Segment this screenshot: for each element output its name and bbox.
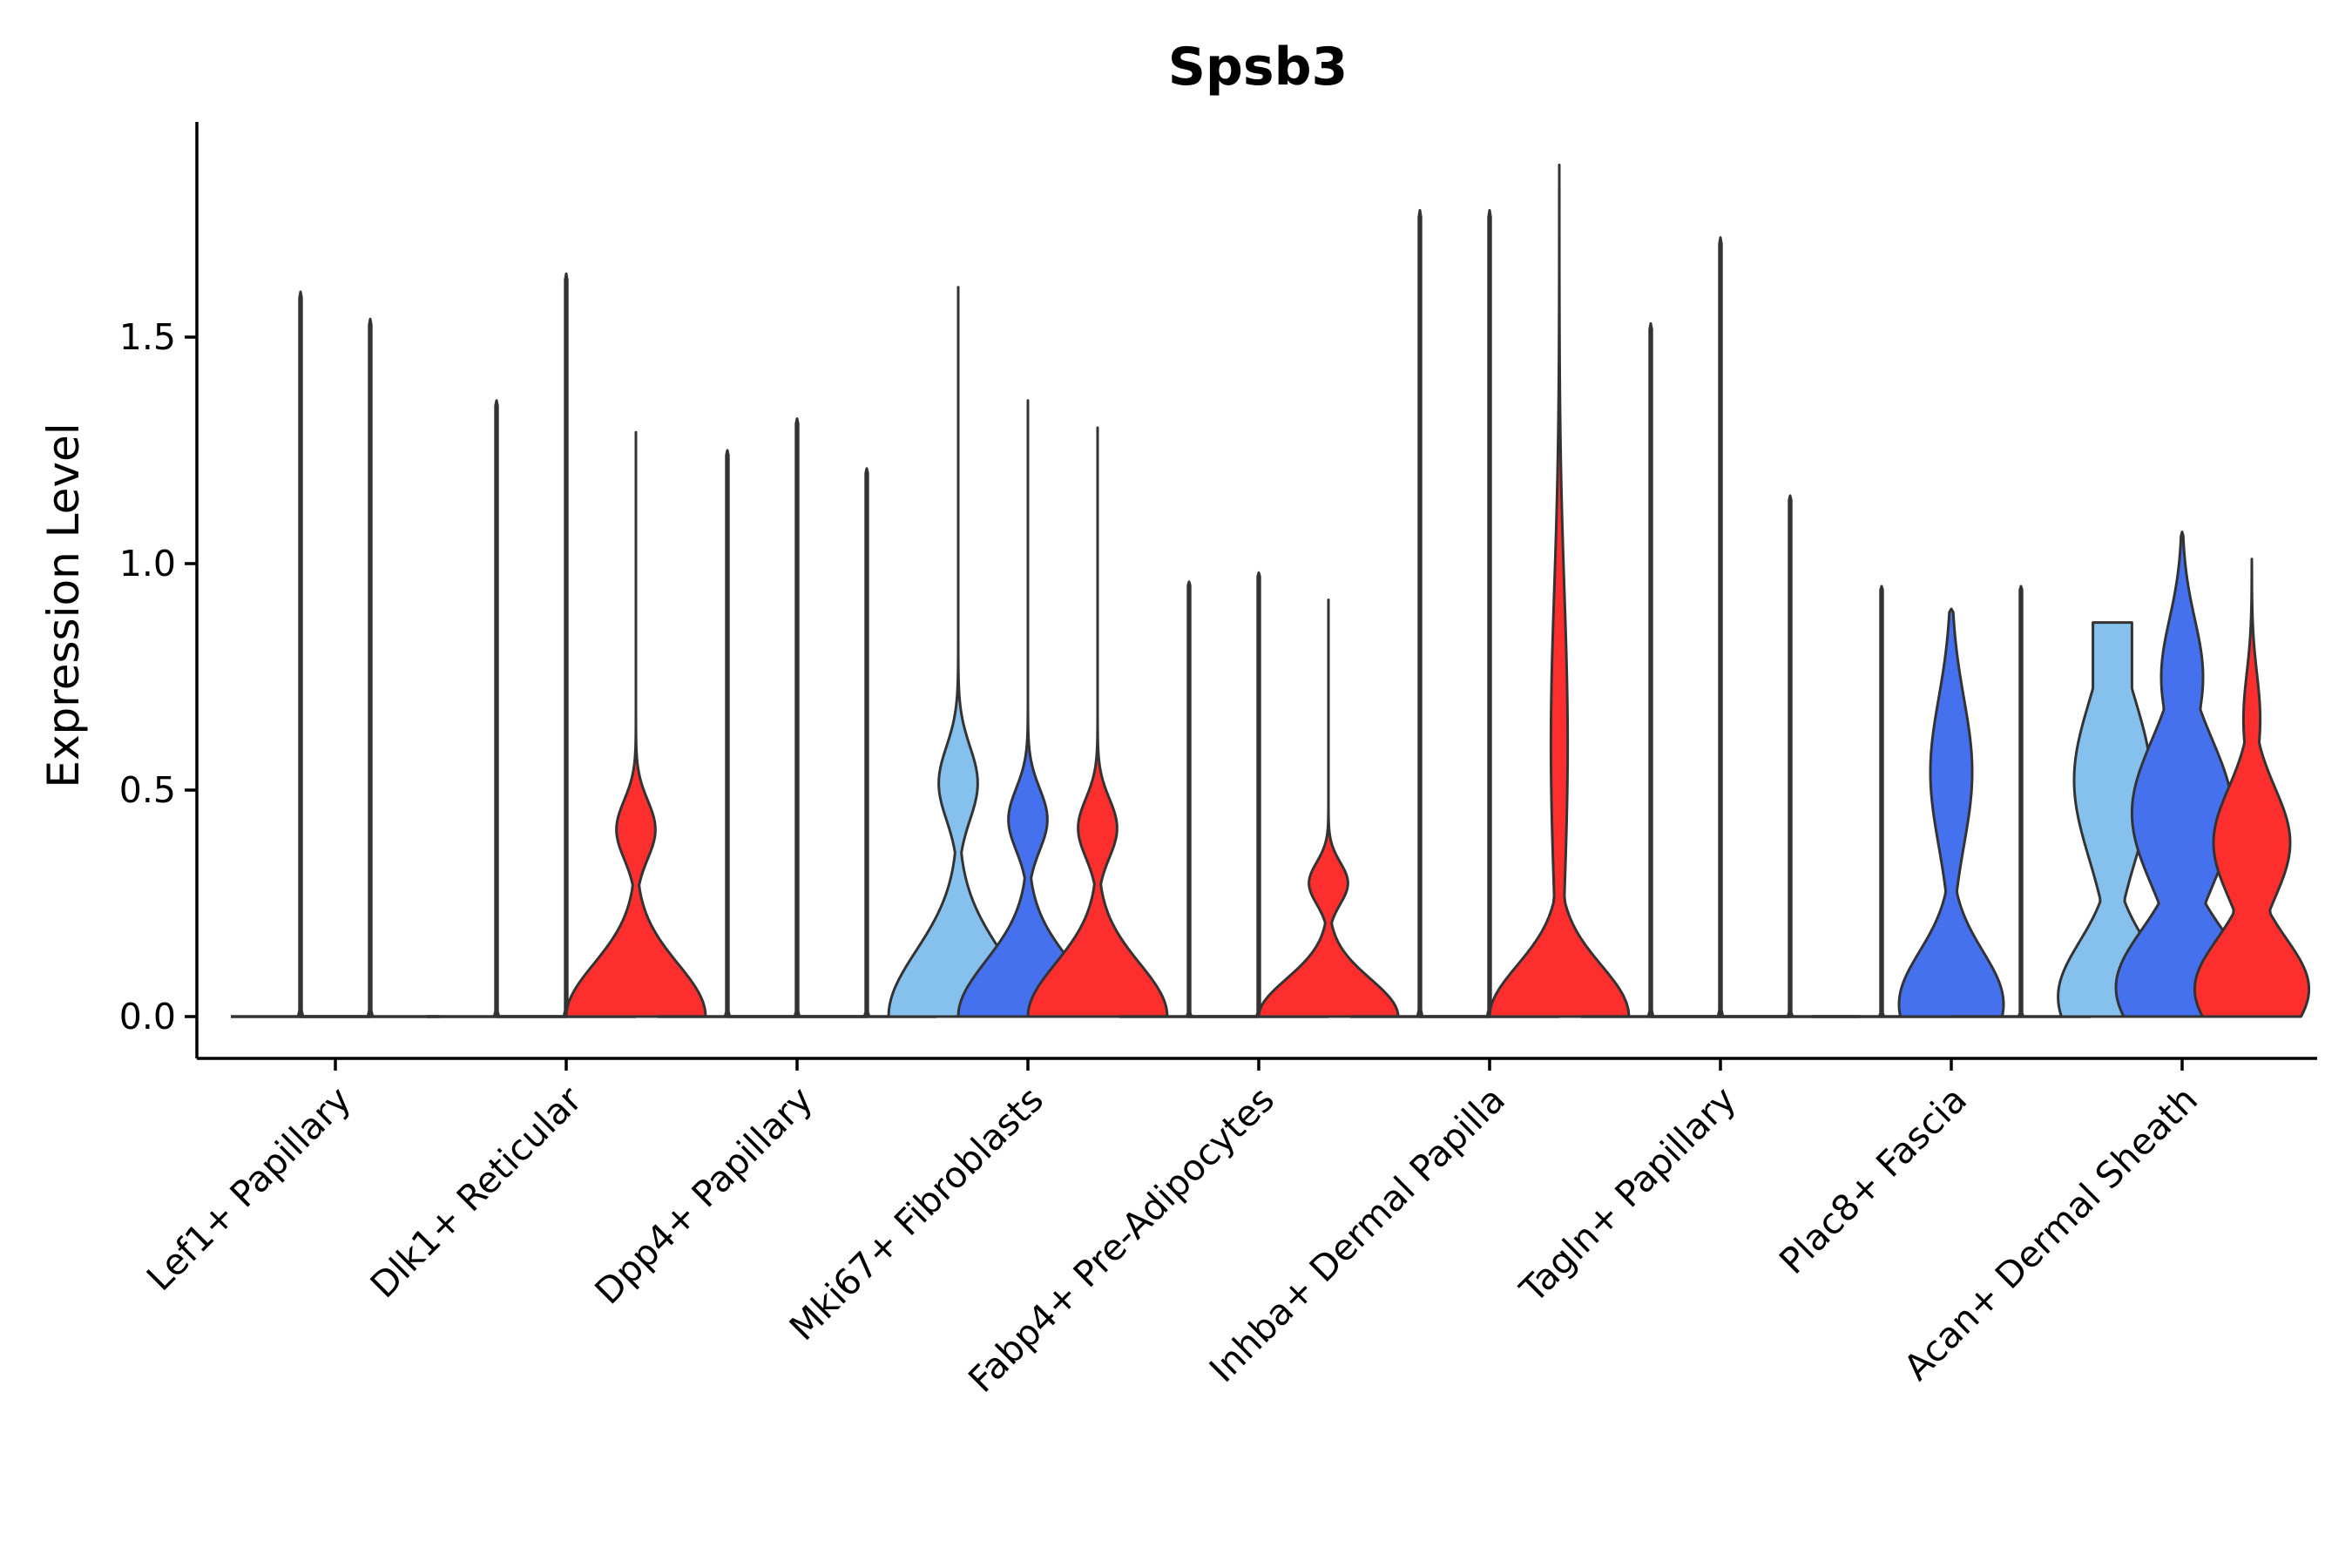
violin-3-blue: [956, 399, 1099, 1018]
axes: 0.0 0.5 1.0 1.5 Lef1+ Papillary Dlk1+ Reticul…: [119, 122, 2317, 1401]
x-tick-label: Dlk1+ Reticular: [362, 1078, 590, 1306]
violin-7-light: [1877, 585, 1886, 1018]
violin-2-red: [862, 467, 871, 1018]
y-tick-label: 1.5: [119, 316, 176, 358]
violin-4-light: [1185, 580, 1193, 1018]
violin-6-blue: [1716, 236, 1725, 1018]
violin-6-red: [1786, 494, 1794, 1018]
violin-3-red: [1026, 426, 1169, 1018]
violin-5-blue: [1485, 208, 1494, 1018]
violin-1-light: [492, 399, 501, 1018]
violin-6-light: [1646, 321, 1655, 1018]
violin-4-blue: [1254, 571, 1263, 1018]
y-axis-label: Expression Level: [38, 422, 89, 787]
violin-5-light: [1416, 208, 1424, 1018]
violin-1-red: [564, 430, 707, 1018]
violin-3-light: [887, 286, 1030, 1018]
violin-7-blue: [1897, 607, 2005, 1018]
violin-5-red: [1488, 163, 1631, 1018]
x-tick-label: Mki67+ Fibroblasts: [781, 1078, 1051, 1348]
x-tick-label: Lef1+ Papillary: [139, 1078, 359, 1299]
violin-8-red: [2193, 558, 2311, 1018]
violin-2-blue: [793, 417, 801, 1018]
violin-2-light: [723, 449, 732, 1018]
chart-title: Spsb3: [1168, 37, 1348, 98]
y-tick-label: 0.0: [119, 996, 176, 1037]
violin-0-light: [366, 317, 375, 1018]
violin-4-red: [1257, 598, 1400, 1018]
violin-8-light: [2057, 621, 2168, 1018]
y-tick-label: 1.0: [119, 543, 176, 585]
violin-7-red: [2017, 585, 2025, 1018]
violin-layer: [231, 163, 2311, 1018]
violin-0-light: [296, 290, 305, 1018]
x-tick-label: Dpp4+ Papillary: [587, 1078, 821, 1312]
violin-1-blue: [562, 272, 571, 1018]
x-tick-label: Tagln+ Papillary: [1511, 1078, 1744, 1311]
y-tick-label: 0.5: [119, 769, 176, 811]
x-tick-label: Plac8+ Fascia: [1771, 1078, 1975, 1282]
